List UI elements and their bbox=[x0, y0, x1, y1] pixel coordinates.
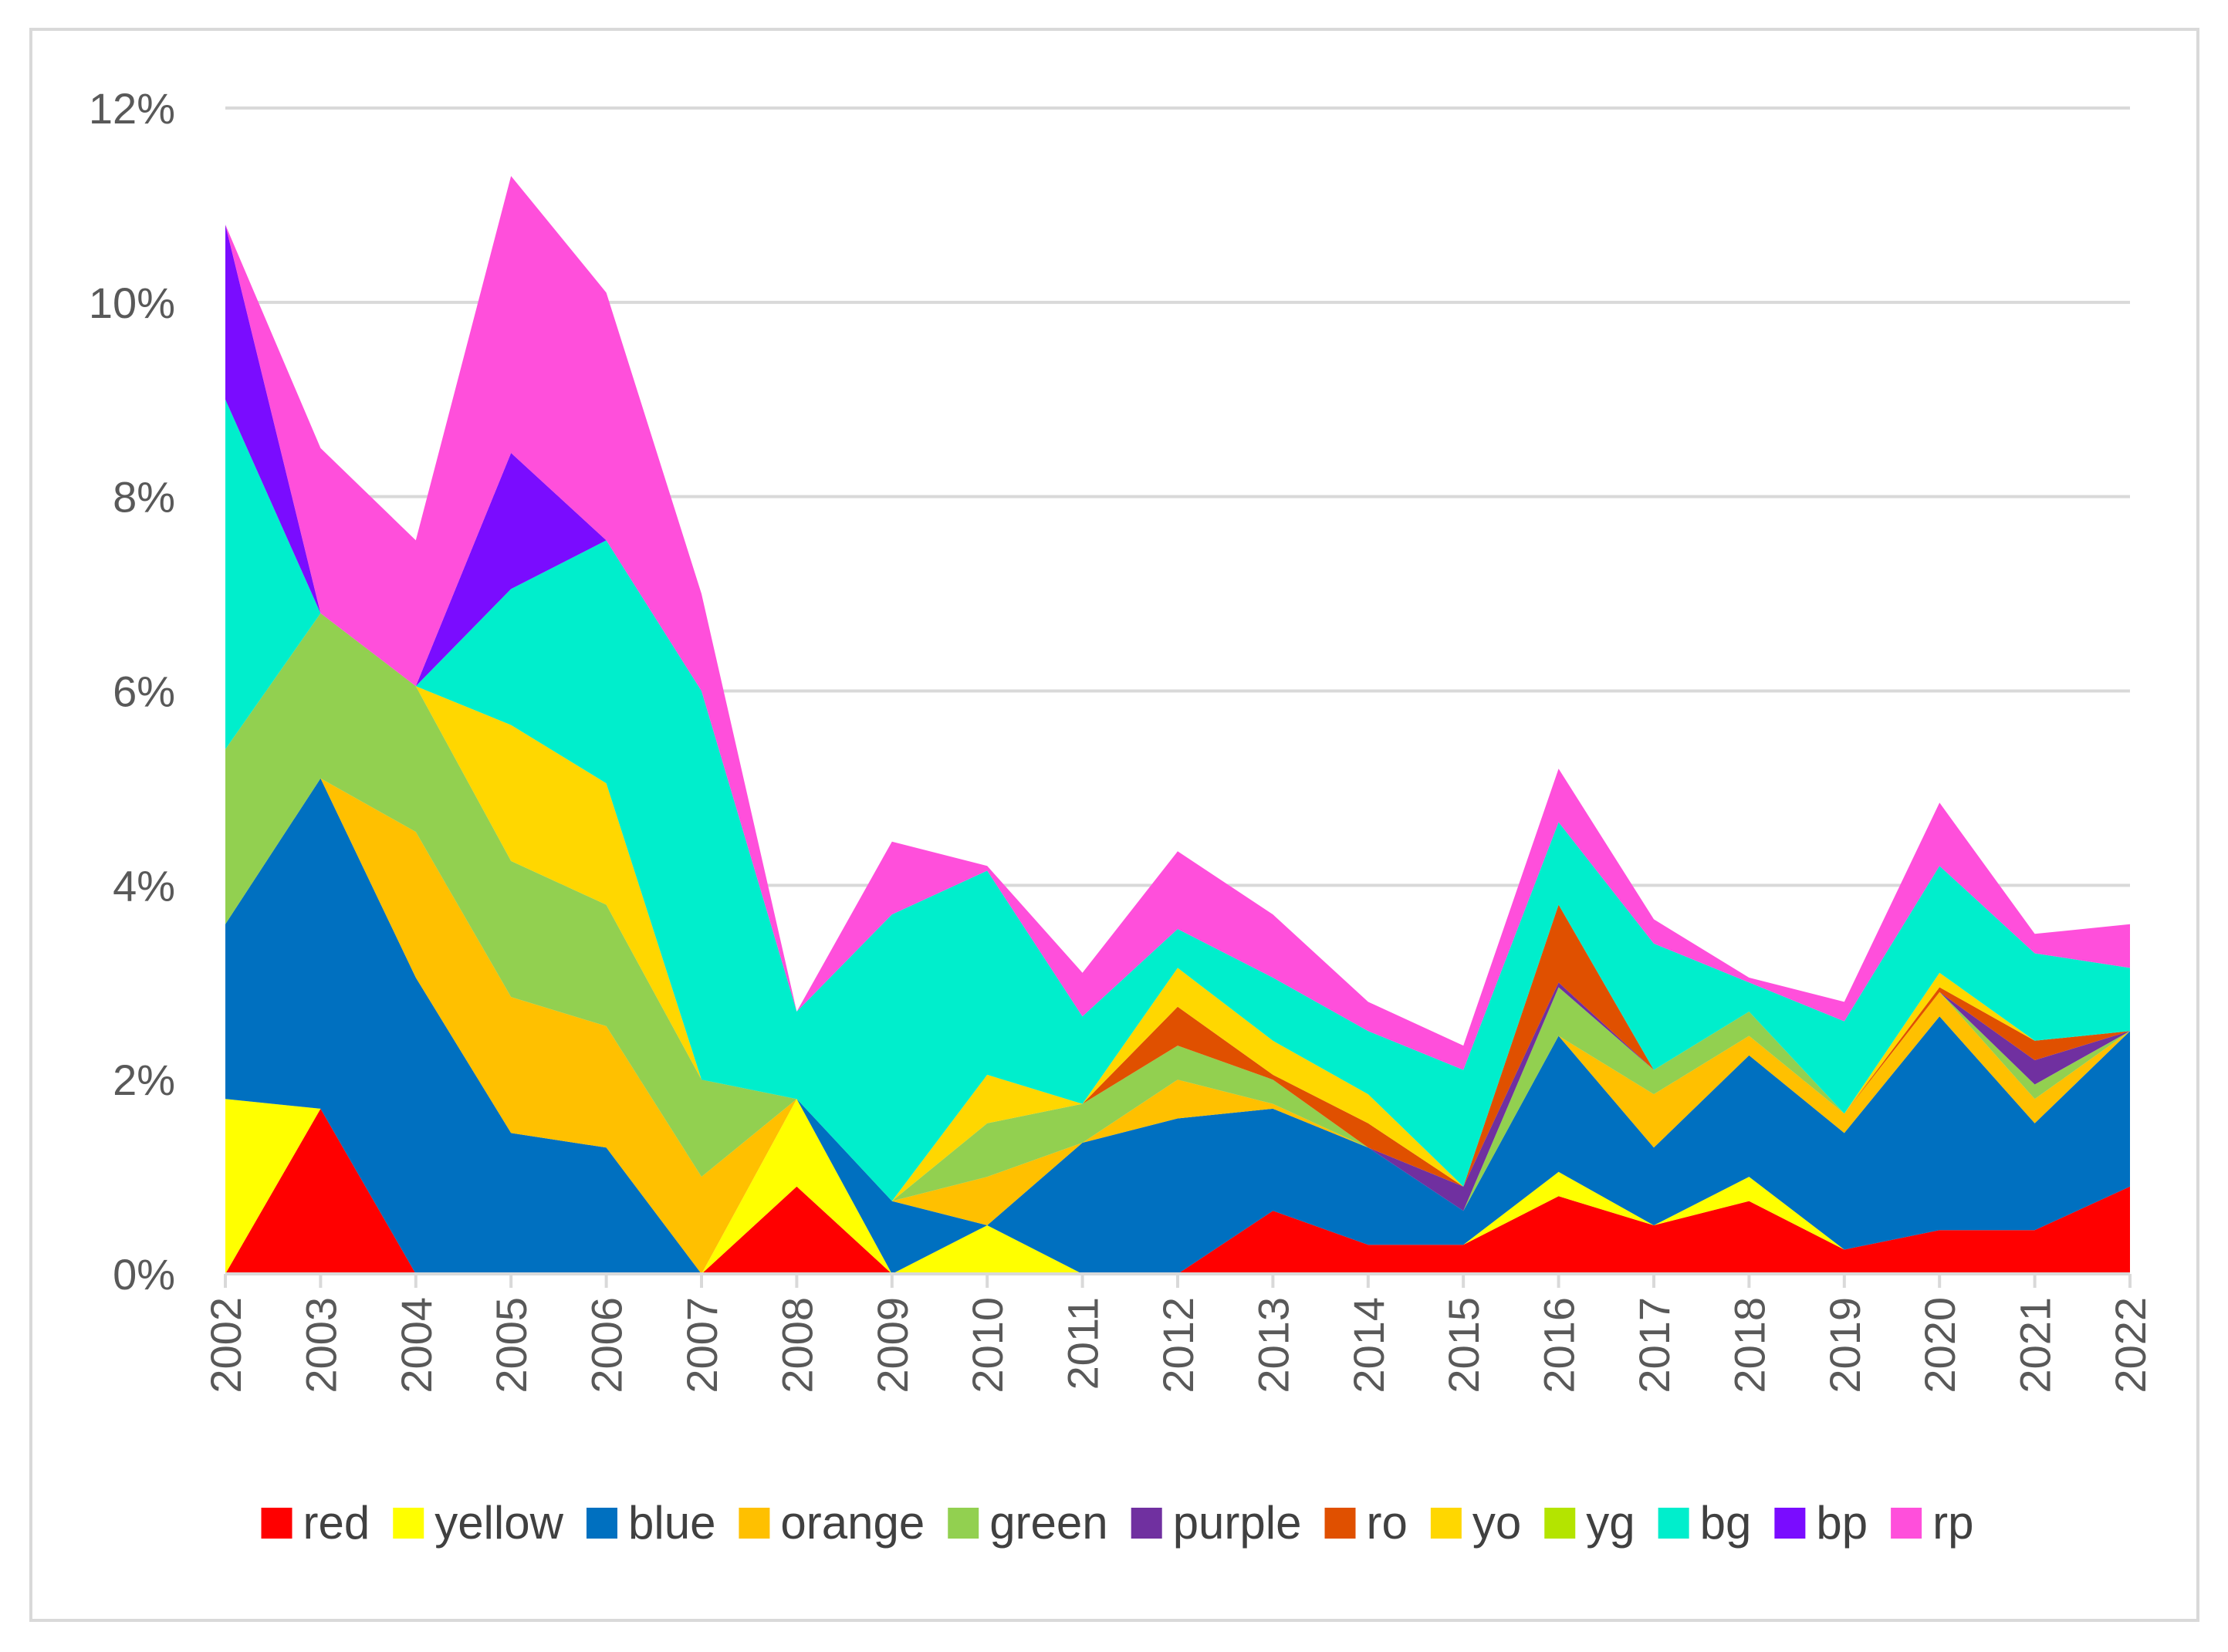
legend-swatch-yg bbox=[1544, 1508, 1575, 1539]
legend-label-rp: rp bbox=[1932, 1497, 1973, 1549]
x-tick-label: 2002 bbox=[201, 1297, 250, 1394]
x-tick-label: 2020 bbox=[1915, 1297, 1964, 1394]
legend-label-yellow: yellow bbox=[434, 1497, 563, 1549]
legend-label-purple: purple bbox=[1173, 1497, 1302, 1549]
x-tick-label: 2018 bbox=[1725, 1297, 1773, 1394]
legend-label-green: green bbox=[989, 1497, 1107, 1549]
area-series bbox=[225, 176, 2130, 1274]
legend-swatch-red bbox=[262, 1508, 292, 1539]
legend-label-bg: bg bbox=[1700, 1497, 1752, 1549]
y-tick-label: 0% bbox=[113, 1250, 175, 1299]
x-tick-label: 2019 bbox=[1821, 1297, 1869, 1394]
y-tick-label: 6% bbox=[113, 667, 175, 716]
y-tick-label: 12% bbox=[89, 84, 175, 133]
legend-swatch-bg bbox=[1658, 1508, 1689, 1539]
x-tick-label: 2015 bbox=[1439, 1297, 1488, 1394]
y-tick-label: 2% bbox=[113, 1056, 175, 1104]
legend-label-yo: yo bbox=[1472, 1497, 1521, 1549]
legend-swatch-orange bbox=[739, 1508, 769, 1539]
legend-label-blue: blue bbox=[628, 1497, 715, 1549]
stacked-area-chart: 0% 2% 4% 6% 8% 10% 12% 2002 2003 2004 2005 2006 2007… bbox=[32, 31, 2203, 1625]
x-tick-label: 2009 bbox=[868, 1297, 917, 1394]
x-tick-label: 2003 bbox=[296, 1297, 345, 1394]
legend-swatch-rp bbox=[1891, 1508, 1922, 1539]
legend: red yellow blue orange green purple ro yo yg bg bp… bbox=[262, 1497, 1974, 1549]
x-tick-label: 2011 bbox=[1059, 1297, 1107, 1390]
legend-label-yg: yg bbox=[1586, 1497, 1635, 1549]
x-tick-label: 2010 bbox=[963, 1297, 1012, 1394]
x-tick-label: 2013 bbox=[1249, 1297, 1297, 1394]
x-tick-label: 2014 bbox=[1344, 1297, 1393, 1394]
x-tick-label: 2005 bbox=[487, 1297, 536, 1394]
x-tick-label: 2022 bbox=[2106, 1297, 2155, 1394]
legend-label-orange: orange bbox=[780, 1497, 925, 1549]
x-tick-label: 2021 bbox=[2011, 1297, 2060, 1394]
y-tick-label: 10% bbox=[89, 279, 175, 327]
x-tick-label: 2007 bbox=[678, 1297, 726, 1394]
legend-swatch-blue bbox=[587, 1508, 617, 1539]
legend-label-red: red bbox=[303, 1497, 370, 1549]
y-tick-label: 4% bbox=[113, 861, 175, 910]
legend-swatch-yo bbox=[1431, 1508, 1462, 1539]
x-tick-label: 2012 bbox=[1154, 1297, 1202, 1394]
legend-swatch-purple bbox=[1131, 1508, 1162, 1539]
legend-swatch-ro bbox=[1325, 1508, 1356, 1539]
x-tick-label: 2004 bbox=[392, 1297, 441, 1394]
legend-swatch-yellow bbox=[393, 1508, 424, 1539]
x-tick-label: 2017 bbox=[1630, 1297, 1679, 1394]
legend-swatch-green bbox=[948, 1508, 979, 1539]
legend-label-bp: bp bbox=[1816, 1497, 1868, 1549]
x-tick-label: 2016 bbox=[1535, 1297, 1584, 1394]
x-tick-label: 2006 bbox=[583, 1297, 631, 1394]
chart-frame: 0% 2% 4% 6% 8% 10% 12% 2002 2003 2004 2005 2006 2007… bbox=[29, 28, 2199, 1622]
x-tick-label: 2008 bbox=[773, 1297, 821, 1394]
legend-swatch-bp bbox=[1774, 1508, 1805, 1539]
y-tick-label: 8% bbox=[113, 473, 175, 522]
legend-label-ro: ro bbox=[1367, 1497, 1408, 1549]
